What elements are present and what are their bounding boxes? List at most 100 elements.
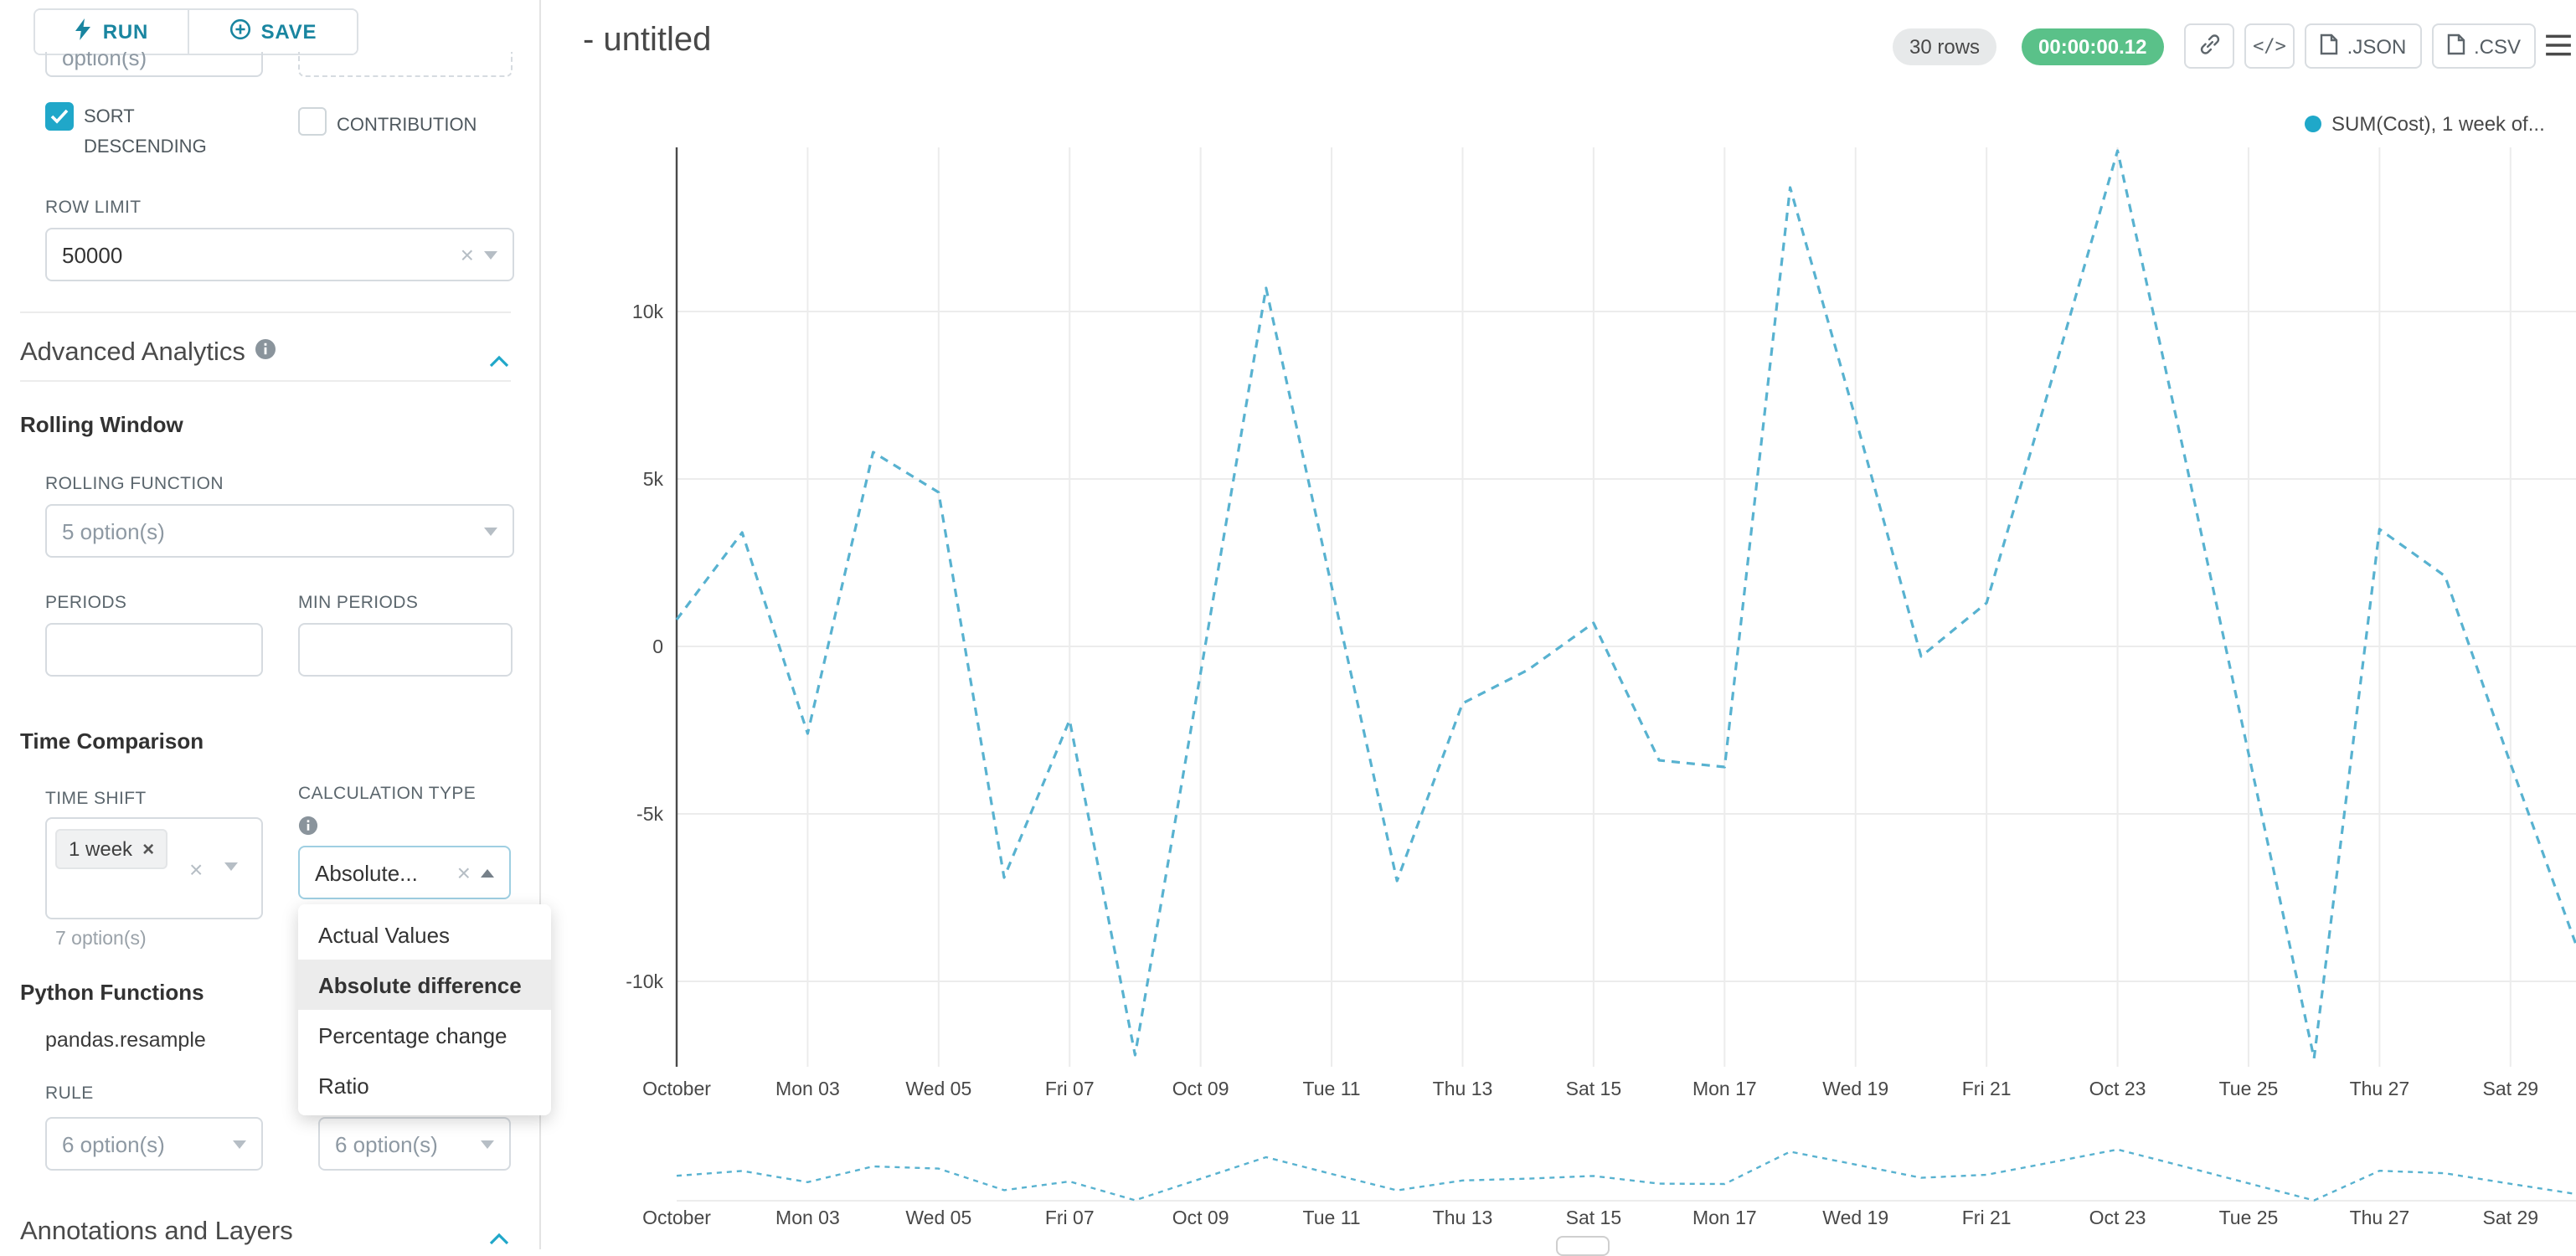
export-csv-button[interactable]: .CSV [2432,23,2536,69]
truncated-select-left[interactable]: option(s) [45,52,263,77]
time-shift-tag-label: 1 week [69,837,133,861]
timeseries-chart[interactable]: October October Mon 03 Mon 03 Wed 05 Wed 05 Fr… [541,0,2576,1249]
clear-icon[interactable]: × [460,241,474,268]
option-actual-values[interactable]: Actual Values [318,922,451,947]
export-json-button[interactable]: .JSON [2305,23,2422,69]
export-json-label: .JSON [2347,34,2407,58]
mini-series-line [676,1148,2576,1202]
tag-remove-icon[interactable]: × [142,837,155,861]
divider [20,380,511,382]
chevron-up-icon[interactable] [481,868,494,877]
method-placeholder: 6 option(s) [335,1131,438,1156]
svg-text:Wed 19: Wed 19 [1822,1207,1888,1228]
svg-text:-10k: -10k [626,970,663,992]
svg-text:Wed 05: Wed 05 [905,1207,971,1228]
annotations-header[interactable]: Annotations and Layers [20,1217,293,1248]
advanced-analytics-header[interactable]: Advanced Analytics [20,338,277,368]
svg-text:October: October [642,1207,711,1228]
export-csv-label: .CSV [2473,34,2521,58]
svg-text:Fri 07: Fri 07 [1045,1078,1095,1099]
option-ratio[interactable]: Ratio [318,1073,369,1098]
svg-text:Tue 25: Tue 25 [2219,1078,2279,1099]
collapse-chevron-up-icon[interactable] [487,347,511,377]
svg-text:Wed 19: Wed 19 [1822,1078,1888,1099]
save-icon [229,18,251,45]
svg-text:Tue 25: Tue 25 [2219,1207,2279,1228]
rolling-function-placeholder: 5 option(s) [62,518,165,543]
clear-icon[interactable]: × [189,856,204,883]
chevron-down-icon[interactable] [481,1140,494,1148]
axis-labels: October October Mon 03 Mon 03 Wed 05 Wed 05 Fr… [626,301,2538,1228]
option-absolute-difference[interactable]: Absolute difference [298,960,551,1010]
calculation-type-value: Absolute... [315,860,418,885]
time-shift-tag[interactable]: 1 week × [55,829,168,869]
svg-text:0: 0 [652,636,663,657]
svg-text:Oct 09: Oct 09 [1172,1207,1229,1228]
svg-text:Tue 11: Tue 11 [1303,1078,1361,1099]
menu-hamburger-icon[interactable] [2544,33,2573,65]
time-shift-label: TIME SHIFT [45,789,147,809]
time-shift-hint: 7 option(s) [55,929,147,950]
method-select[interactable]: 6 option(s) [318,1117,511,1171]
chart-legend[interactable]: SUM(Cost), 1 week of... [2305,112,2545,136]
svg-text:Thu 27: Thu 27 [2350,1078,2410,1099]
save-button[interactable]: SAVE [189,10,357,54]
copy-link-button[interactable] [2184,23,2234,69]
rolling-function-select[interactable]: 5 option(s) [45,504,514,558]
rule-select[interactable]: 6 option(s) [45,1117,263,1171]
svg-text:Mon 03: Mon 03 [775,1078,840,1099]
results-pane-handle[interactable] [1556,1236,1610,1256]
svg-text:Thu 13: Thu 13 [1433,1207,1493,1228]
chevron-down-icon[interactable] [484,527,497,535]
query-timer-badge: 00:00:00.12 [2022,28,2164,65]
svg-text:Sat 15: Sat 15 [1566,1078,1622,1099]
code-icon: </> [2253,35,2286,57]
link-icon [2197,31,2222,61]
chevron-down-icon[interactable] [224,862,238,871]
truncated-select-right[interactable] [298,52,513,77]
svg-text:Mon 17: Mon 17 [1692,1207,1757,1228]
svg-text:Mon 17: Mon 17 [1692,1078,1757,1099]
svg-text:Sat 15: Sat 15 [1566,1207,1622,1228]
contribution-checkbox[interactable] [298,107,327,136]
calculation-type-dropdown-menu: Actual Values Absolute difference Percen… [298,904,551,1115]
info-icon[interactable] [255,338,277,368]
option-percentage-change[interactable]: Percentage change [318,1022,507,1048]
sort-descending-checkbox[interactable] [45,102,74,131]
periods-label: PERIODS [45,593,127,613]
row-limit-value: 50000 [62,242,123,267]
info-icon[interactable] [298,814,318,844]
svg-text:Wed 05: Wed 05 [905,1078,971,1099]
svg-text:Fri 21: Fri 21 [1962,1078,2012,1099]
periods-input[interactable] [45,623,263,677]
run-button-label: RUN [102,20,149,44]
min-periods-label: MIN PERIODS [298,593,419,613]
contribution-label: CONTRIBUTION [337,116,477,136]
svg-text:Sat 29: Sat 29 [2483,1207,2539,1228]
svg-text:October: October [642,1078,711,1099]
file-icon [2447,33,2465,59]
row-limit-select[interactable]: 50000 × [45,228,514,281]
run-save-button-group: RUN SAVE [33,8,358,55]
svg-text:Tue 11: Tue 11 [1303,1207,1361,1228]
control-panel: RUN SAVE option(s) SORT DESCENDING CONTR… [0,0,551,1249]
save-button-label: SAVE [260,20,317,44]
min-periods-input[interactable] [298,623,513,677]
svg-text:Thu 27: Thu 27 [2350,1207,2410,1228]
calculation-type-select[interactable]: Absolute... × [298,846,511,899]
svg-text:10k: 10k [632,301,664,322]
run-button[interactable]: RUN [35,10,189,54]
chevron-down-icon[interactable] [484,250,497,259]
clear-icon[interactable]: × [456,859,471,886]
legend-label: SUM(Cost), 1 week of... [2331,112,2545,136]
chevron-down-icon[interactable] [233,1140,246,1148]
divider [20,311,511,313]
svg-text:Oct 23: Oct 23 [2089,1078,2146,1099]
series-line [675,149,2576,1060]
collapse-chevron-up-icon[interactable] [487,1224,511,1254]
rolling-function-label: ROLLING FUNCTION [45,474,224,494]
view-query-button[interactable]: </> [2244,23,2295,69]
rule-label: RULE [45,1084,94,1104]
svg-text:Oct 09: Oct 09 [1172,1078,1229,1099]
